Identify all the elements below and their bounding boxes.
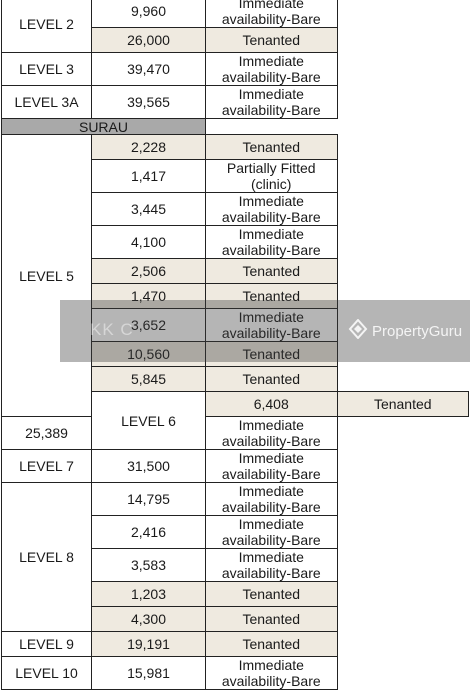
status-cell: Partially Fitted (clinic): [205, 159, 338, 193]
table-row: LEVEL 8 14,795 Immediate availability-Bare: [1, 482, 469, 632]
table-row: 26,000 Tenanted: [2, 27, 469, 53]
level-cell: LEVEL 6: [91, 391, 206, 450]
level-cell: LEVEL 9: [1, 631, 92, 657]
level-cell: LEVEL 3A: [1, 85, 92, 119]
area-cell: 1,203: [91, 581, 206, 607]
status-cell: Immediate availability-Bare: [205, 482, 338, 516]
status-cell: Tenanted: [205, 631, 338, 657]
level-cell: LEVEL 2: [1, 0, 92, 53]
status-cell: Immediate availability-Bare: [205, 656, 338, 690]
area-cell: 3,583: [91, 548, 206, 582]
area-cell: 2,506: [91, 258, 206, 284]
table-row: 25,389 Immediate availability-Bare: [1, 416, 469, 450]
table-row: 1,470 Tenanted: [2, 283, 469, 309]
area-cell: 2,228: [91, 134, 206, 160]
status-cell: Tenanted: [205, 27, 338, 53]
status-cell: Tenanted: [205, 606, 338, 632]
area-cell: 15,981: [91, 656, 206, 690]
table-row: LEVEL 10 15,981 Immediate availability-Bar…: [1, 656, 469, 690]
level-cell: LEVEL 7: [1, 449, 92, 483]
status-cell: Immediate availability-Bare: [205, 548, 338, 582]
status-cell: Immediate availability-Bare: [205, 85, 338, 119]
area-cell: 6,408: [205, 391, 338, 417]
table-row: LEVEL 3A 39,565 Immediate availability-Bar…: [1, 85, 469, 119]
status-cell: Immediate availability-Bare: [205, 192, 338, 226]
area-cell: 14,795: [91, 482, 206, 516]
area-cell: 39,470: [91, 52, 206, 86]
area-cell: 4,300: [91, 606, 206, 632]
area-cell: 3,652: [91, 308, 206, 342]
status-cell: Immediate availability-Bare: [205, 416, 338, 450]
table-row: LEVEL 5 2,228 Tenanted: [1, 134, 469, 417]
area-cell: 1,417: [91, 159, 206, 193]
level-cell: LEVEL 5: [1, 134, 92, 417]
status-cell: Tenanted: [336, 391, 469, 417]
status-cell: Tenanted: [205, 134, 338, 160]
area-cell: 3,445: [91, 192, 206, 226]
table-row: LEVEL 7 31,500 Immediate availability-Bare: [1, 449, 469, 483]
area-cell: 1,470: [91, 283, 206, 309]
status-cell: Tenanted: [205, 341, 338, 367]
area-cell: 25,389: [1, 416, 92, 450]
area-cell: 2,416: [91, 515, 206, 549]
status-cell: Tenanted: [205, 258, 338, 284]
status-cell: Tenanted: [205, 283, 338, 309]
level-cell: LEVEL 8: [1, 482, 92, 632]
table-row: 4,100 Immediate availability-Bare: [2, 225, 469, 259]
table-row: 10,560 Tenanted: [2, 341, 469, 367]
area-cell: 10,560: [91, 341, 206, 367]
status-cell: Immediate availability-Bare: [205, 308, 338, 342]
area-cell: 19,191: [91, 631, 206, 657]
status-cell: Immediate availability-Bare: [205, 515, 338, 549]
table-row: 3,652 Immediate availability-Bare: [2, 308, 469, 342]
area-cell: 26,000: [91, 27, 206, 53]
level-cell: LEVEL 10: [1, 656, 92, 690]
level-cell: LEVEL 3: [1, 52, 92, 86]
table-row: LEVEL 9 19,191 Tenanted: [1, 631, 469, 657]
table-row: 3,445 Immediate availability-Bare: [2, 192, 469, 226]
status-cell: Tenanted: [205, 581, 338, 607]
surau-label: SURAU: [1, 118, 206, 135]
table-row: 5,845 Tenanted: [2, 366, 469, 392]
table-row: 1,417 Partially Fitted (clinic): [2, 159, 469, 193]
table-row: 3,583 Immediate availability-Bare: [2, 548, 469, 582]
status-cell: Tenanted: [205, 366, 338, 392]
area-cell: 39,565: [91, 85, 206, 119]
area-cell: 5,845: [91, 366, 206, 392]
table-row: LEVEL 2 9,960 Immediate availability-Bare: [1, 0, 469, 53]
table-row: 2,506 Tenanted: [2, 258, 469, 284]
table-row: 2,416 Immediate availability-Bare: [2, 515, 469, 549]
area-cell: 4,100: [91, 225, 206, 259]
surau-divider-row: SURAU: [1, 118, 469, 135]
table-row: LEVEL 3 39,470 Immediate availability-Bare: [1, 52, 469, 86]
status-cell: Immediate availability-Bare: [205, 449, 338, 483]
status-cell: Immediate availability-Bare: [205, 52, 338, 86]
status-cell: Immediate availability-Bare: [205, 225, 338, 259]
area-cell: 9,960: [91, 0, 206, 28]
status-cell: Immediate availability-Bare: [205, 0, 338, 28]
area-cell: 31,500: [91, 449, 206, 483]
